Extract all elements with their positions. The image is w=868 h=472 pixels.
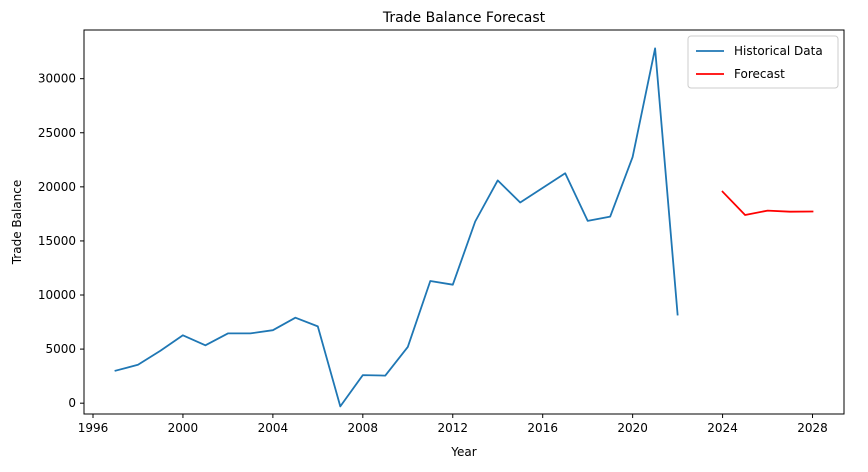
axes-layer: 1996 2000 2004 2008 2012 2016 2020 2024 2028 0 50… xyxy=(38,29,845,435)
x-ticks: 1996 2000 2004 2008 2012 2016 2020 2024 2028 xyxy=(78,414,828,435)
y-axis-label: Trade Balance xyxy=(10,180,24,266)
x-tick-label: 2016 xyxy=(527,421,558,435)
plot-layer xyxy=(114,47,814,408)
y-tick-label: 25000 xyxy=(38,126,76,140)
legend-label: Historical Data xyxy=(734,44,823,58)
axes-frame xyxy=(83,29,845,415)
y-tick-label: 0 xyxy=(68,396,76,410)
y-tick-label: 10000 xyxy=(38,288,76,302)
x-tick-label: 2028 xyxy=(797,421,828,435)
series-line-historical-data xyxy=(114,47,679,408)
legend-label: Forecast xyxy=(734,67,785,81)
x-axis-label: Year xyxy=(450,445,476,459)
x-tick-label: 2012 xyxy=(437,421,468,435)
x-tick-label: 1996 xyxy=(78,421,109,435)
y-tick-label: 5000 xyxy=(45,342,76,356)
x-tick-label: 2020 xyxy=(617,421,648,435)
y-tick-label: 15000 xyxy=(38,234,76,248)
x-tick-label: 2000 xyxy=(168,421,199,435)
legend: Historical Data Forecast xyxy=(687,35,839,89)
y-ticks: 0 5000 10000 15000 20000 25000 30000 xyxy=(38,72,84,410)
x-tick-label: 2024 xyxy=(707,421,738,435)
x-tick-label: 2004 xyxy=(258,421,289,435)
x-tick-label: 2008 xyxy=(348,421,379,435)
y-tick-label: 20000 xyxy=(38,180,76,194)
legend-box xyxy=(687,35,839,89)
chart-title: Trade Balance Forecast xyxy=(382,10,546,26)
y-tick-label: 30000 xyxy=(38,72,76,86)
series-line-forecast xyxy=(721,190,814,216)
